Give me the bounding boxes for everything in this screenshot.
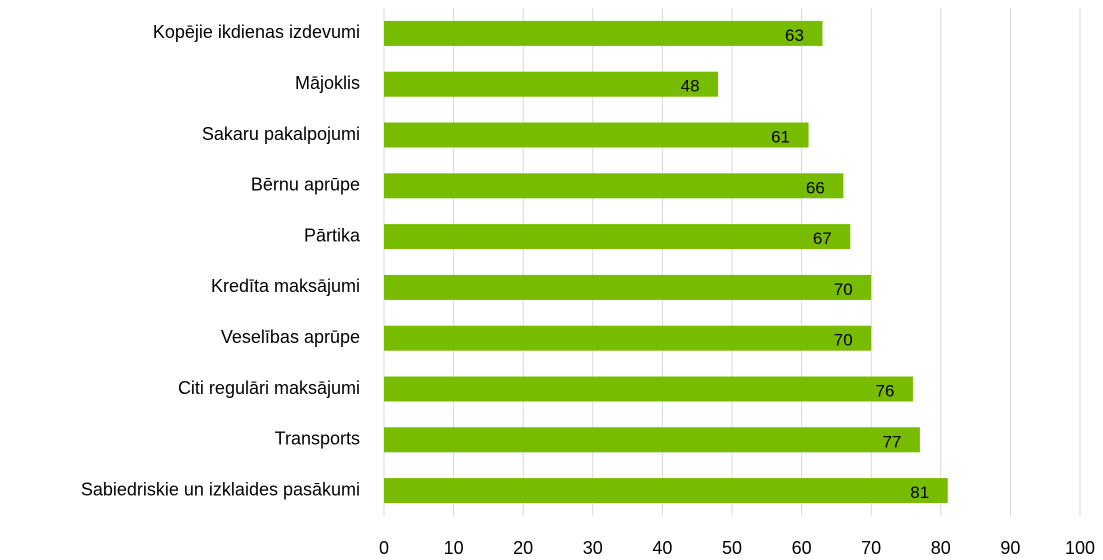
value-label: 63: [785, 26, 804, 45]
bar: [384, 478, 948, 504]
y-tick-label: Kopējie ikdienas izdevumi: [153, 22, 360, 42]
value-label: 77: [882, 432, 901, 451]
bar: [384, 71, 719, 97]
x-tick-label: 70: [861, 538, 881, 558]
y-tick-label: Bērnu aprūpe: [251, 175, 360, 195]
x-tick-label: 40: [652, 538, 672, 558]
x-tick-label: 20: [513, 538, 533, 558]
x-tick-label: 100: [1065, 538, 1095, 558]
value-label: 81: [910, 483, 929, 502]
x-tick-label: 90: [1000, 538, 1020, 558]
y-tick-label: Kredīta maksājumi: [211, 276, 360, 296]
value-label: 67: [813, 229, 832, 248]
bar: [384, 20, 823, 46]
value-label: 48: [681, 77, 700, 96]
y-tick-label: Citi regulāri maksājumi: [178, 378, 360, 398]
bar: [384, 325, 872, 351]
value-label: 66: [806, 178, 825, 197]
x-tick-label: 50: [722, 538, 742, 558]
value-label: 70: [834, 331, 853, 350]
bar: [384, 224, 851, 250]
value-label: 76: [875, 381, 894, 400]
y-tick-label: Veselības aprūpe: [221, 327, 360, 347]
x-tick-label: 0: [379, 538, 389, 558]
value-label: 70: [834, 280, 853, 299]
bar: [384, 173, 844, 199]
bar: [384, 376, 913, 402]
x-tick-label: 80: [931, 538, 951, 558]
y-tick-label: Transports: [275, 429, 360, 449]
y-tick-label: Pārtika: [304, 225, 361, 245]
bar: [384, 122, 809, 148]
bar: [384, 427, 920, 453]
y-tick-label: Sabiedriskie un izklaides pasākumi: [81, 479, 360, 499]
y-tick-label: Mājoklis: [295, 73, 360, 93]
value-label: 61: [771, 127, 790, 146]
x-tick-label: 10: [444, 538, 464, 558]
x-tick-label: 60: [792, 538, 812, 558]
bar: [384, 274, 872, 300]
y-tick-label: Sakaru pakalpojumi: [202, 124, 360, 144]
x-tick-label: 30: [583, 538, 603, 558]
